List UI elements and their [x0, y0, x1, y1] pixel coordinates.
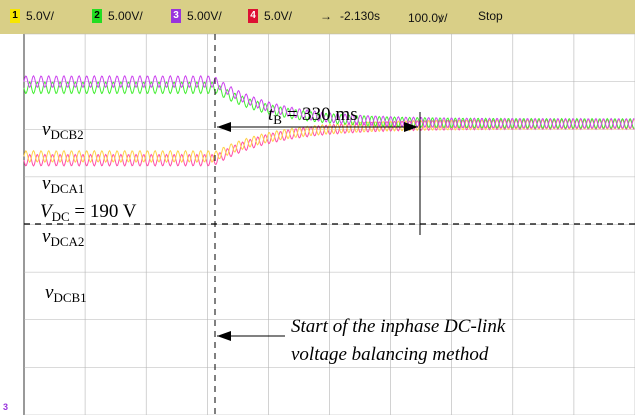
- ground-marker: 3: [3, 402, 8, 412]
- method-label-line2: voltage balancing method: [291, 344, 489, 365]
- method-label-line1: Start of the inphase DC-link: [291, 316, 506, 337]
- label-tb: tB = 330 ms: [268, 104, 358, 127]
